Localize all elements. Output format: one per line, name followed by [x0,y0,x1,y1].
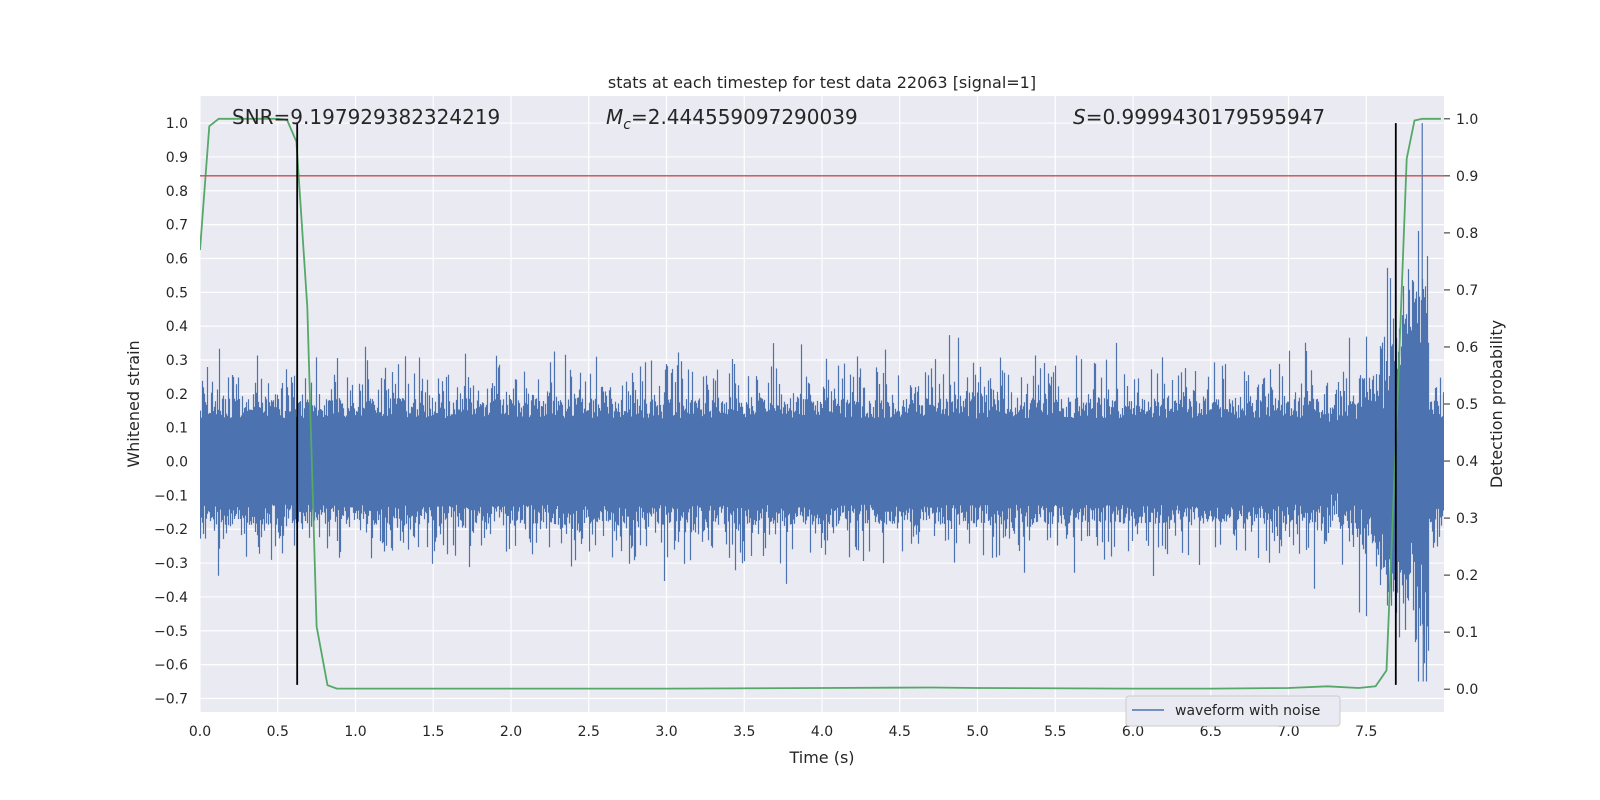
x-tick-label: 4.5 [889,724,911,740]
y2-tick-label: 0.9 [1456,169,1478,185]
y2-tick-label: 0.3 [1456,511,1478,527]
chirp-mass-symbol: M [606,105,623,129]
y2-tick-label: 0.4 [1456,454,1478,470]
y-tick-label: −0.1 [154,488,188,504]
series-layer [200,123,1444,682]
x-tick-label: 2.5 [578,724,600,740]
y2-tick-label: 0.8 [1456,226,1478,242]
y-tick-label: −0.7 [154,691,188,707]
legend-label-waveform: waveform with noise [1175,703,1320,719]
y-tick-label: 1.0 [166,116,188,132]
y2-tick-label: 0.5 [1456,397,1478,413]
x-axis-label: Time (s) [788,748,854,767]
legend: waveform with noise [1125,695,1341,727]
x-tick-label: 7.5 [1355,724,1377,740]
y-tick-label: −0.6 [154,658,188,674]
x-tick-label: 6.5 [1200,724,1222,740]
y-tick-label: −0.3 [154,556,188,572]
score-annotation: S=0.9999430179595947 [1073,105,1325,129]
y-tick-label: 0.0 [166,455,188,471]
score-symbol: S [1073,105,1086,129]
y-tick-label: −0.4 [154,590,188,606]
overlay-layer [200,117,1444,690]
y2-tick-label: 0.1 [1456,625,1478,641]
y-axis-right: 1.0 0.9 0.8 0.7 0.6 0.5 0.4 0.3 0.2 0.1 0.0 [1444,112,1478,698]
x-tick-label: 3.0 [655,724,677,740]
x-axis: 0.0 0.5 1.0 1.5 2.0 2.5 3.0 3.5 4.0 4.5 5.0 5.5 6.0 6… [189,724,1378,740]
x-tick-label: 6.0 [1122,724,1144,740]
x-tick-label: 1.0 [344,724,366,740]
chirp-mass-value: =2.444559097290039 [631,105,858,129]
x-tick-label: 3.5 [733,724,755,740]
y-tick-label: 0.1 [166,421,188,437]
x-tick-label: 5.5 [1044,724,1066,740]
series-detection-probability [200,117,1441,690]
y-tick-label: −0.2 [154,522,188,538]
legend-box [1125,695,1341,727]
chart-title: stats at each timestep for test data 220… [608,73,1036,92]
y-tick-label: −0.5 [154,624,188,640]
y2-tick-label: 0.2 [1456,568,1478,584]
x-tick-label: 7.0 [1277,724,1299,740]
y2-tick-label: 0.0 [1456,682,1478,698]
y2-tick-label: 0.7 [1456,283,1478,299]
y-axis-left: 1.0 0.9 0.8 0.7 0.6 0.5 0.4 0.3 0.2 0.1 0.0 −0.1 −0.… [154,116,188,707]
y-tick-label: 0.8 [166,184,188,200]
y-axis-label: Whitened strain [124,340,143,467]
y2-axis-label: Detection probability [1487,320,1506,488]
y-tick-label: 0.9 [166,150,188,166]
y2-tick-label: 1.0 [1456,112,1478,128]
series-waveform-with-noise [200,123,1444,682]
y2-tick-label: 0.6 [1456,340,1478,356]
score-value: =0.9999430179595947 [1086,105,1325,129]
snr-annotation: SNR=9.197929382324219 [232,105,500,129]
y-tick-label: 0.3 [166,353,188,369]
x-tick-label: 2.0 [500,724,522,740]
y-tick-label: 0.5 [166,285,188,301]
x-tick-label: 1.5 [422,724,444,740]
y-tick-label: 0.2 [166,387,188,403]
y-tick-label: 0.4 [166,319,188,335]
x-tick-label: 5.0 [966,724,988,740]
x-tick-label: 0.0 [189,724,211,740]
y-tick-label: 0.6 [166,251,188,267]
y-tick-label: 0.7 [166,218,188,234]
x-tick-label: 4.0 [811,724,833,740]
chirp-mass-subscript: c [623,117,631,133]
x-tick-label: 0.5 [267,724,289,740]
chirp-mass-annotation: Mc=2.444559097290039 [606,105,858,133]
